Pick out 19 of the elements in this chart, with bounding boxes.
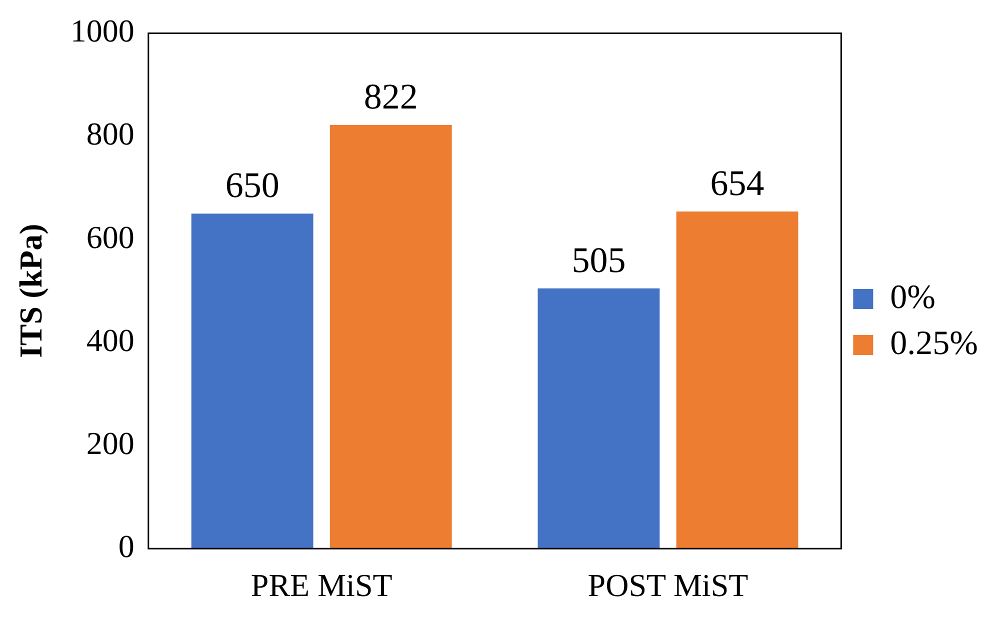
y-tick-label: 800 xyxy=(86,116,134,152)
y-tick-label: 200 xyxy=(86,424,134,461)
data-label: 505 xyxy=(572,240,626,280)
y-tick-label: 600 xyxy=(86,218,134,255)
bar xyxy=(676,212,798,549)
legend-label: 0.25% xyxy=(890,324,978,362)
y-tick-label: 400 xyxy=(86,322,134,358)
x-tick-label: PRE MiST xyxy=(250,567,393,604)
x-tick-label: POST MiST xyxy=(588,567,749,604)
data-label: 654 xyxy=(710,162,764,203)
y-tick-label: 0 xyxy=(118,528,134,564)
bar xyxy=(191,214,314,549)
bar xyxy=(330,124,452,549)
data-label: 650 xyxy=(225,165,280,206)
y-tick-label: 1000 xyxy=(70,12,134,49)
legend-label: 0% xyxy=(890,278,936,316)
y-axis-title: ITS (kPa) xyxy=(12,224,48,358)
bar xyxy=(538,288,660,549)
data-label: 822 xyxy=(364,76,418,116)
